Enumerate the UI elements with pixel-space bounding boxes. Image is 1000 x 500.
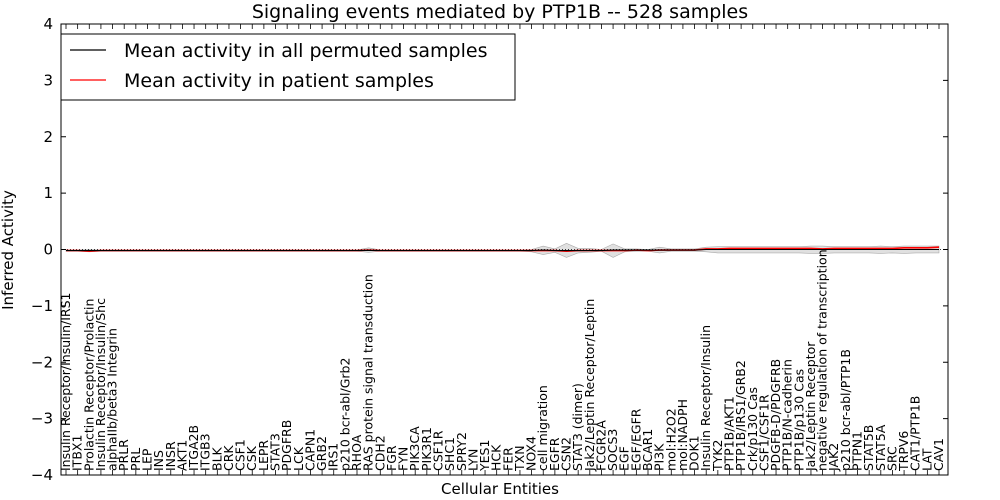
y-ticks: −4 −3 −2 −1 0 1 2 3 4 [31,15,53,484]
x-tick-label: CAPN1 [302,429,317,471]
x-tick-label: Insulin Receptor/Insulin/IRS1 [58,293,73,471]
x-tick-label: Jak2/Leptin Receptor [803,341,818,472]
x-tick-label: mol:H2O2 [663,408,678,471]
x-tick-label: LAT [919,448,934,471]
x-tick-label: STAT3 [268,433,283,471]
x-tick-label: CSF1 [233,439,248,471]
x-tick-label: SOCS3 [605,429,620,471]
x-tick-label: IRS1 [326,443,341,471]
x-tick-label: PI3K [652,443,667,471]
x-tick-label: mol:NADPH [675,399,690,471]
x-tick-label: ITGB3 [198,433,213,471]
x-tick-label: STAT5A [873,424,888,471]
x-tick-label: EGF/EGFR [628,408,643,471]
x-tick-label: Prolactin Receptor/Prolactin [81,299,96,471]
x-tick-label: CDH2 [372,435,387,471]
x-tick-label: PDGFB-D/PDGFRB [768,359,783,471]
chart-title: Signaling events mediated by PTP1B -- 52… [252,1,748,23]
x-tick-labels: Insulin Receptor/Insulin/IRS1ITBX1Prolac… [58,249,946,472]
x-tick-label: CAV1 [931,438,946,471]
y-tick-label: 4 [43,15,53,33]
x-tick-label: NOX4 [524,436,539,471]
x-tick-label: LEPR [256,440,271,471]
x-tick-label: CSF1/CSF1R [756,394,771,471]
x-tick-label: HCK [489,444,504,471]
x-tick-label: DOK1 [687,435,702,471]
legend-label-patient: Mean activity in patient samples [124,70,434,92]
x-tick-label: CSN2 [559,437,574,471]
x-tick-label: STAT5B [861,425,876,471]
x-tick-label: cell migration [535,385,550,471]
y-tick-label: −2 [31,353,53,371]
x-tick-label: TRPV6 [896,431,911,472]
x-tick-label: RHOA [349,434,364,471]
x-tick-label: CSK [244,445,259,471]
legend-label-permuted: Mean activity in all permuted samples [124,40,487,62]
x-tick-label: PRL [128,448,143,471]
x-tick-label: LCK [291,446,306,471]
x-tick-label: EGF [617,446,632,471]
x-tick-label: SHC1 [442,437,457,471]
x-tick-label: Insulin Receptor/Insulin/Shc [93,298,108,471]
x-tick-label: BCAR1 [640,429,655,471]
legend: Mean activity in all permuted samples Me… [60,33,516,101]
axes-layer [60,23,949,476]
x-tick-label: TXN [512,445,527,472]
y-axis-label: Inferred Activity [0,190,17,310]
x-tick-label: GRB2 [314,436,329,471]
x-tick-label: TYK2 [710,440,725,472]
x-tick-label: FCGR2A [593,420,608,471]
x-tick-label: Insulin Receptor/Insulin [698,325,713,471]
x-tick-label: CAT1/PTP1B [908,396,923,471]
x-tick-label: PTP1B/IRS1/GRB2 [733,360,748,471]
x-tick-label: PTPN1 [850,431,865,471]
x-tick-label: FYN [396,447,411,471]
y-tick-label: 1 [43,184,53,202]
x-tick-label: SRC [884,446,899,471]
x-tick-label: p210 bcr-abl/Grb2 [337,358,352,471]
x-tick-label: negative regulation of transcription [815,249,830,471]
series-line-permuted [66,248,939,252]
x-tick-label: PTP1B/AKT1 [722,396,737,471]
x-tick-label: LEP [140,448,155,471]
x-tick-label: ITBX1 [70,435,85,471]
x-tick-label: BLK [209,446,224,471]
x-tick-label: PTP1B/p130 Cas [791,369,806,471]
x-tick-label: PTP1B/N-cadherin [780,359,795,471]
x-tick-label: ITGA2B [186,425,201,471]
x-tick-label: JAK2 [826,443,841,472]
x-tick-label: STAT3 (dimer) [570,383,585,471]
x-tick-label: PDGFRB [279,420,294,471]
y-tick-label: −3 [31,410,53,428]
legend-box [60,33,516,101]
x-tick-label: EGFR [547,437,562,471]
x-tick-label: AKT1 [174,440,189,471]
x-tick-label: FGR [384,445,399,471]
x-axis-label: Cellular Entities [441,480,559,498]
y-tick-label: −1 [31,297,53,315]
y-tick-label: −4 [31,466,53,484]
x-tick-label: RAS protein signal transduction [361,274,376,471]
x-tick-label: PIK3R1 [419,427,434,471]
x-tick-label: INSR [163,441,178,471]
x-tick-label: PRLR [116,439,131,471]
x-tick-label: SPRY2 [454,432,469,471]
x-tick-label: YES1 [477,440,492,472]
x-tick-label: Jak2/Leptin Receptor/Leptin [582,299,597,472]
y-tick-label: 2 [43,128,53,146]
y-tick-label: 3 [43,71,53,89]
series-layer [66,246,940,253]
x-tick-label: alphaIIb/beta3 Integrin [105,328,120,471]
x-tick-label: CRK [221,445,236,471]
x-tick-label: p210 bcr-abl/PTP1B [838,349,853,471]
y-tick-label: 0 [43,241,53,259]
x-tick-label: LYN [465,449,480,471]
x-tick-label: Crk/p130 Cas [745,387,760,471]
x-tick-label: CSF1R [431,430,446,471]
x-tick-label: PIK3CA [407,426,422,471]
x-tick-label: FER [500,447,515,471]
x-tick-label: INS [151,450,166,471]
